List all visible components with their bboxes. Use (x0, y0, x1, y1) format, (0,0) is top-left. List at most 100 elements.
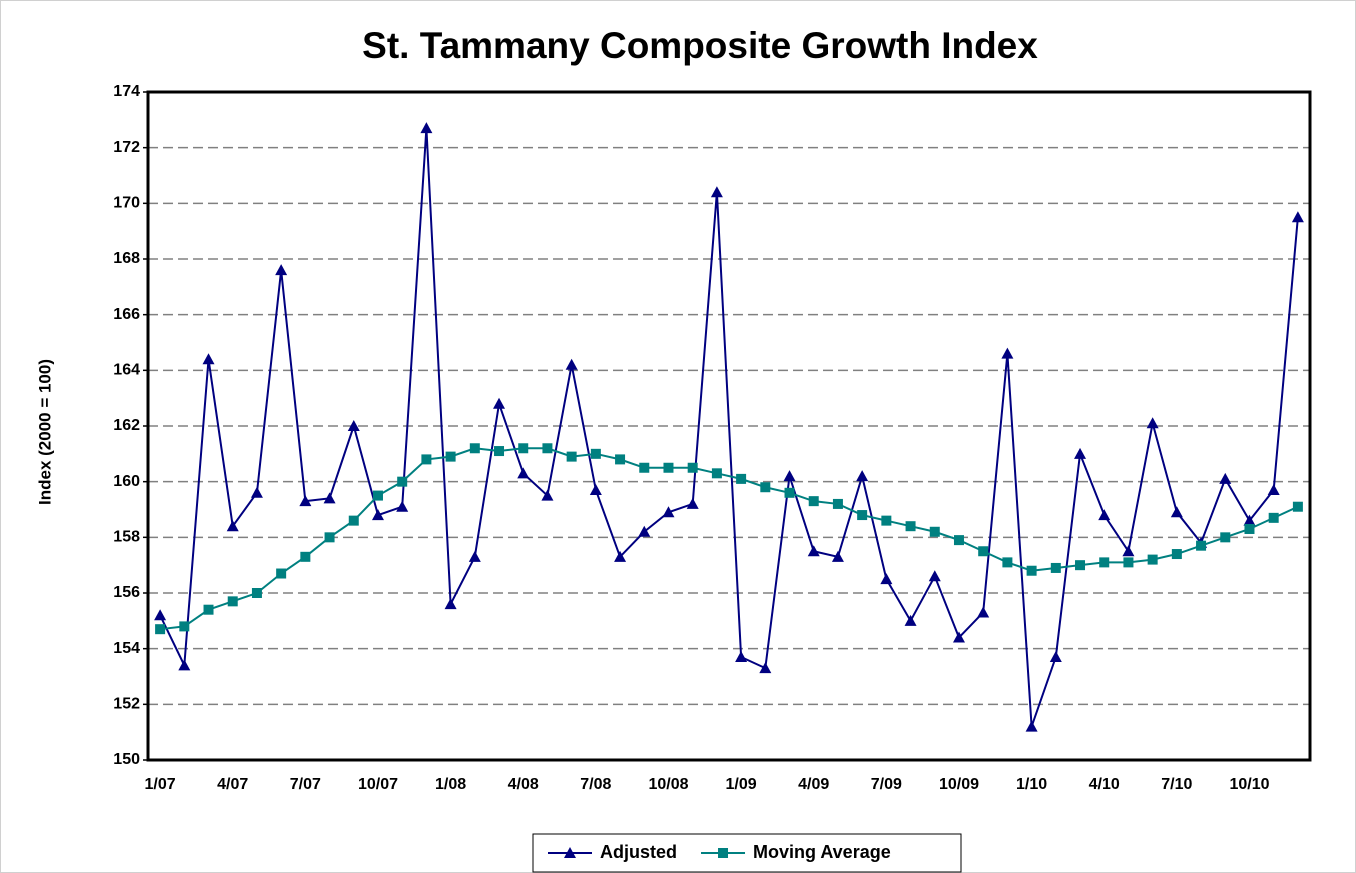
x-tick-label: 4/10 (1089, 776, 1120, 793)
data-point (711, 468, 722, 479)
data-point (831, 550, 844, 562)
data-point (276, 568, 287, 579)
data-point (1267, 484, 1280, 496)
data-point (1147, 554, 1158, 565)
data-point (154, 609, 167, 621)
data-point (977, 606, 990, 618)
data-point (1244, 523, 1255, 534)
data-point (881, 515, 892, 526)
data-point (1220, 532, 1231, 543)
data-point (517, 467, 530, 479)
data-point (857, 510, 868, 521)
data-point (928, 570, 941, 582)
y-tick-label: 150 (113, 751, 140, 768)
data-point (856, 470, 869, 482)
data-point (952, 631, 965, 643)
x-tick-label: 1/09 (726, 776, 757, 793)
data-point (1099, 557, 1110, 568)
data-point (589, 484, 602, 496)
y-tick-label: 170 (113, 195, 140, 212)
data-point (1122, 545, 1135, 557)
data-point (1292, 501, 1303, 512)
data-point (1170, 506, 1183, 518)
x-tick-label: 7/10 (1161, 776, 1192, 793)
data-point (1219, 472, 1232, 484)
data-point (1196, 540, 1207, 551)
data-point (1025, 720, 1038, 732)
data-point (832, 498, 843, 509)
data-point (687, 462, 698, 473)
y-tick-label: 168 (113, 250, 140, 267)
data-point (1075, 560, 1086, 571)
data-point (1171, 549, 1182, 560)
data-point (275, 264, 288, 276)
data-point (639, 462, 650, 473)
data-point (565, 358, 578, 370)
data-point (590, 448, 601, 459)
x-tick-label: 7/09 (871, 776, 902, 793)
data-point (421, 454, 432, 465)
data-point (468, 550, 481, 562)
data-point (493, 397, 506, 409)
data-point (542, 443, 553, 454)
x-tick-label: 4/07 (217, 776, 248, 793)
data-point (710, 186, 723, 198)
plot-area (146, 90, 1312, 762)
data-point (1026, 565, 1037, 576)
data-point (929, 526, 940, 537)
data-point (155, 624, 166, 635)
data-point (1146, 417, 1159, 429)
data-point (202, 353, 215, 365)
data-point (1050, 562, 1061, 573)
data-point (880, 573, 893, 585)
data-point (663, 462, 674, 473)
x-tick-label: 10/08 (648, 776, 688, 793)
data-point (541, 489, 554, 501)
data-point (444, 598, 457, 610)
x-tick-label: 7/08 (580, 776, 611, 793)
data-point (905, 521, 916, 532)
y-tick-label: 174 (113, 83, 140, 100)
y-tick-label: 154 (113, 640, 140, 657)
data-point (203, 604, 214, 615)
data-point (396, 500, 409, 512)
legend-label: Moving Average (753, 842, 891, 862)
data-point (760, 482, 771, 493)
chart-title: St. Tammany Composite Growth Index (362, 25, 1038, 66)
x-tick-label: 4/09 (798, 776, 829, 793)
data-point (494, 446, 505, 457)
data-point (445, 451, 456, 462)
y-tick-label: 162 (113, 417, 140, 434)
x-tick-label: 1/07 (145, 776, 176, 793)
data-point (324, 532, 335, 543)
x-tick-label: 1/08 (435, 776, 466, 793)
data-point (736, 473, 747, 484)
data-point (953, 535, 964, 546)
data-point (372, 490, 383, 501)
data-point (348, 515, 359, 526)
x-tick-label: 1/10 (1016, 776, 1047, 793)
data-point (784, 487, 795, 498)
data-point (978, 546, 989, 557)
data-point (1074, 447, 1087, 459)
y-tick-label: 160 (113, 473, 140, 490)
x-tick-label: 4/08 (508, 776, 539, 793)
data-point (904, 614, 917, 626)
x-tick-label: 7/07 (290, 776, 321, 793)
data-point (686, 497, 699, 509)
data-point (1123, 557, 1134, 568)
y-tick-label: 166 (113, 306, 140, 323)
data-point (226, 520, 239, 532)
legend-marker (564, 847, 576, 858)
data-point (371, 509, 384, 521)
data-point (227, 596, 238, 607)
y-tick-label: 164 (113, 362, 140, 379)
series-line (159, 128, 1299, 727)
data-point (1001, 347, 1014, 359)
x-tick-label: 10/07 (358, 776, 398, 793)
data-point (469, 443, 480, 454)
y-tick-label: 152 (113, 696, 140, 713)
data-point (1291, 211, 1304, 223)
